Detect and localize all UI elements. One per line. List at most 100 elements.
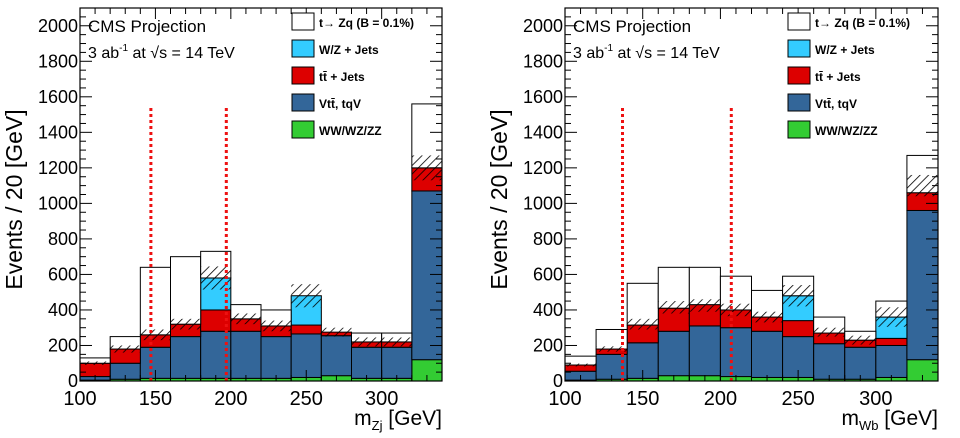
bar-vtt-tqv-bin-9 (844, 346, 877, 380)
bar-ttbar-jets-bin-0 (79, 362, 111, 378)
legend-label-ttbar-jets: tt̄ + Jets (815, 70, 861, 84)
legend-label-vtt-tqv: Vtt̄, tqV (815, 97, 857, 111)
bar-vtt-tqv-bin-5 (230, 330, 262, 379)
uncertainty-band-bin-0 (80, 361, 111, 366)
x-axis-label-base: m (841, 407, 859, 430)
bar-ttbar-jets-bin-10 (875, 337, 908, 346)
x-tick-label: 250 (781, 388, 814, 410)
uncertainty-band-bin-7 (782, 285, 814, 307)
uncertainty-band-bin-9 (844, 335, 876, 345)
uncertainty-band-bin-6 (261, 320, 292, 332)
y-axis-label: Events / 20 [GeV] (1, 109, 27, 289)
legend-label-diboson: WW/WZ/ZZ (319, 124, 382, 138)
uncertainty-band-bin-0 (565, 363, 597, 367)
bar-signal-bin-3 (170, 256, 202, 325)
y-tick-label: 800 (48, 229, 78, 249)
x-axis-label-unit: [GeV] (878, 407, 938, 430)
experiment-label: CMS Projection (573, 17, 691, 36)
legend: t→ Zq (B = 0.1%) W/Z + Jets tt̄ + Jets Vtt̄… (787, 12, 910, 139)
legend-swatch-diboson (291, 120, 315, 139)
legend: t→ Zq (B = 0.1%) W/Z + Jets tt̄ + Jets Vtt̄… (291, 12, 414, 139)
uncertainty-band-bin-10 (381, 337, 412, 347)
x-tick-label: 100 (548, 388, 581, 410)
panel-mzj: 0 200 400 600 800 1000 1200 1400 1600 1800 2000 100… (1, 7, 443, 433)
bar-ttbar-jets-bin-7 (290, 324, 322, 335)
lumi-value: 3 ab (573, 45, 604, 62)
bar-vtt-tqv-bin-5 (719, 327, 752, 378)
y-tick-label: 200 (533, 335, 563, 355)
y-tick-label: 800 (533, 229, 563, 249)
legend-swatch-signal (291, 12, 315, 31)
x-tick-label: 150 (626, 388, 659, 410)
energy-value: s = 14 TeV (159, 45, 235, 62)
sqrt-symbol: √ (150, 45, 159, 62)
y-tick-label: 2000 (523, 16, 563, 36)
legend-label-wz-jets: W/Z + Jets (815, 43, 875, 57)
lumi-value: 3 ab (88, 45, 119, 62)
y-tick-label: 2000 (38, 16, 78, 36)
y-tick-label: 1800 (523, 51, 563, 71)
y-tick-label: 600 (48, 264, 78, 284)
axis-ticks: 0 200 400 600 800 1000 1200 1400 1600 1800 2000 100… (38, 8, 442, 410)
uncertainty-band-bin-10 (875, 307, 907, 327)
bar-signal-bin-2 (626, 282, 659, 326)
legend-swatch-diboson (787, 120, 811, 139)
bar-vtt-tqv-bin-6 (751, 330, 784, 378)
legend-label-wz-jets: W/Z + Jets (319, 43, 379, 57)
experiment-label: CMS Projection (88, 17, 206, 36)
legend-label-signal: t→ Zq (B = 0.1%) (815, 16, 910, 30)
legend-swatch-wz-jets (291, 39, 315, 58)
legend-swatch-ttbar-jets (291, 66, 315, 85)
uncertainty-band-bin-11 (906, 174, 938, 197)
legend-label-ttbar-jets: tt̄ + Jets (319, 70, 365, 84)
uncertainty-band-bin-4 (200, 266, 231, 290)
y-tick-label: 1200 (523, 158, 563, 178)
y-tick-label: 600 (533, 264, 563, 284)
legend-swatch-vtt-tqv (787, 93, 811, 112)
bar-vtt-tqv-bin-11 (411, 190, 443, 361)
bar-vtt-tqv-bin-4 (688, 325, 721, 377)
y-tick-label: 1800 (38, 51, 78, 71)
lumi-label: 3 ab-1 at √s = 14 TeV (88, 43, 235, 62)
bar-vtt-tqv-bin-3 (170, 336, 202, 379)
uncertainty-band-bin-7 (291, 284, 322, 308)
uncertainty-bands (80, 155, 442, 366)
bar-vtt-tqv-bin-3 (657, 330, 690, 377)
x-tick-label: 300 (859, 388, 892, 410)
stacked-bars (564, 154, 939, 382)
y-tick-label: 0 (68, 371, 78, 391)
lumi-exponent: -1 (604, 43, 613, 54)
y-tick-label: 200 (48, 335, 78, 355)
x-axis-label-base: m (354, 407, 372, 430)
x-tick-label: 250 (290, 388, 323, 410)
uncertainty-band-bin-5 (230, 313, 261, 325)
x-axis-label: mZj [GeV] (354, 407, 442, 433)
x-tick-label: 300 (365, 388, 398, 410)
lumi-label: 3 ab-1 at √s = 14 TeV (573, 43, 720, 62)
x-tick-label: 150 (139, 388, 172, 410)
panel-mwb: 0 200 400 600 800 1000 1200 1400 1600 1800 2000 100… (486, 7, 939, 433)
y-axis-label: Events / 20 [GeV] (486, 109, 512, 289)
uncertainty-band-bin-2 (627, 318, 659, 330)
y-tick-label: 1600 (38, 87, 78, 107)
legend-swatch-wz-jets (787, 39, 811, 58)
x-tick-label: 200 (704, 388, 737, 410)
bar-vtt-tqv-bin-10 (381, 346, 413, 379)
uncertainty-band-bin-8 (813, 327, 845, 337)
x-axis-label: mWb [GeV] (841, 407, 938, 433)
x-tick-label: 200 (214, 388, 247, 410)
bar-vtt-tqv-bin-11 (906, 209, 939, 361)
uncertainty-band-bin-1 (596, 346, 628, 352)
legend-swatch-vtt-tqv (291, 93, 315, 112)
uncertainty-band-bin-5 (720, 303, 752, 317)
bar-signal-bin-2 (139, 266, 172, 336)
y-tick-label: 1400 (523, 122, 563, 142)
sqrt-symbol: √ (635, 45, 644, 62)
uncertainty-band-bin-6 (751, 311, 783, 323)
bar-vtt-tqv-bin-8 (320, 335, 352, 377)
uncertainty-band-bin-1 (110, 345, 141, 353)
bar-vtt-tqv-bin-8 (813, 343, 846, 380)
y-tick-label: 1600 (523, 87, 563, 107)
legend-label-diboson: WW/WZ/ZZ (815, 124, 878, 138)
uncertainty-bands (565, 174, 938, 367)
